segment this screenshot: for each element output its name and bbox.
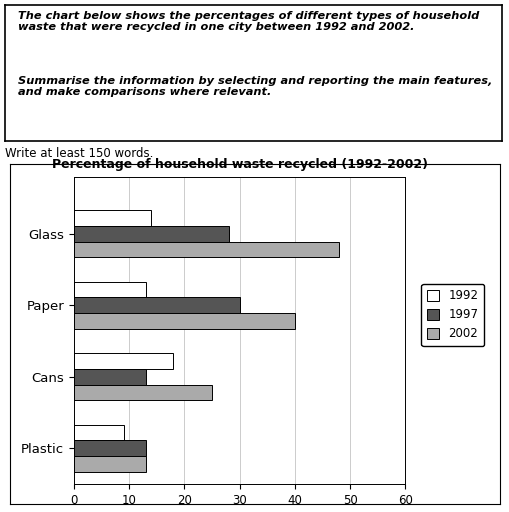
Bar [74,226,228,242]
Bar [74,424,124,440]
Bar [74,353,173,369]
Bar [74,369,146,385]
Text: Write at least 150 words.: Write at least 150 words. [5,147,153,160]
Bar [74,385,212,400]
Bar [74,282,146,297]
Bar [74,242,338,258]
Bar [74,297,239,313]
Bar [74,210,151,226]
Legend: 1992, 1997, 2002: 1992, 1997, 2002 [420,284,484,346]
Text: The chart below shows the percentages of different types of household
waste that: The chart below shows the percentages of… [17,11,478,32]
Bar [74,440,146,456]
Text: Summarise the information by selecting and reporting the main features,
and make: Summarise the information by selecting a… [17,76,491,97]
Title: Percentage of household waste recycled (1992-2002): Percentage of household waste recycled (… [51,158,427,172]
Bar [74,456,146,472]
Bar [74,313,294,329]
